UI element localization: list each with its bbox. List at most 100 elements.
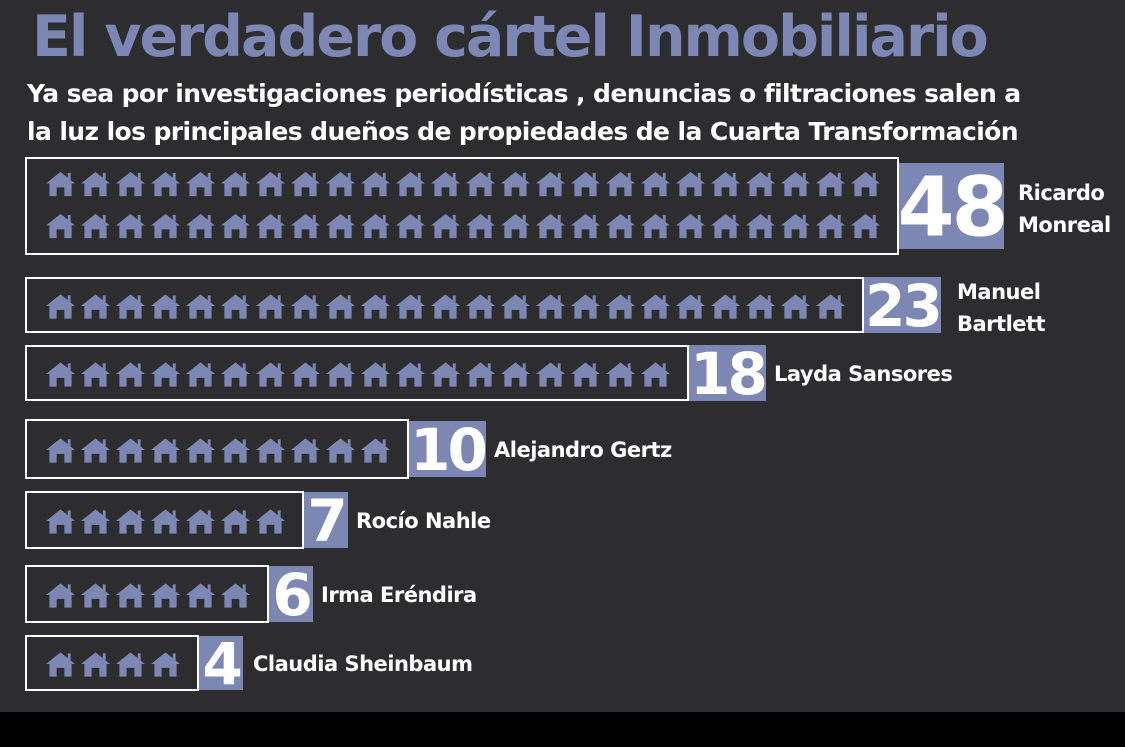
house-icon — [571, 294, 600, 319]
house-icon — [606, 294, 635, 319]
category-label: Rocío Nahle — [356, 509, 491, 533]
house-icon — [81, 213, 110, 239]
house-icon — [116, 213, 145, 239]
house-icon — [256, 213, 285, 239]
value-label: 23 — [865, 272, 940, 340]
house-icon — [186, 171, 215, 197]
house-icon — [781, 294, 810, 319]
house-icon — [361, 438, 390, 463]
house-icon — [221, 294, 250, 319]
house-icon — [431, 213, 460, 239]
house-icon — [151, 213, 180, 239]
category-label: Layda Sansores — [774, 362, 952, 386]
house-icon — [186, 362, 215, 387]
house-icon — [151, 362, 180, 387]
house-icon — [186, 583, 215, 608]
bar-frame — [25, 345, 689, 401]
chart-title: El verdadero cártel Inmobiliario — [32, 4, 989, 70]
house-icon — [256, 362, 285, 387]
bar-row-4: 7 Rocío Nahle — [25, 487, 491, 555]
house-icon — [81, 362, 110, 387]
house-icon — [536, 213, 565, 239]
house-icon — [361, 171, 390, 197]
house-icon — [501, 171, 530, 197]
house-icon — [151, 652, 180, 677]
house-icon — [501, 294, 530, 319]
house-icon — [256, 171, 285, 197]
house-icon — [116, 362, 145, 387]
category-label: Monreal — [1018, 213, 1111, 237]
house-icon — [711, 213, 740, 239]
house-icon — [326, 294, 355, 319]
bar-frame — [25, 277, 864, 333]
category-label: Ricardo — [1018, 181, 1104, 205]
category-label: Alejandro Gertz — [494, 438, 672, 462]
value-badge — [689, 345, 766, 401]
value-label: 18 — [690, 340, 765, 408]
house-icon — [291, 294, 320, 319]
house-icon — [221, 583, 250, 608]
house-icon — [641, 294, 670, 319]
value-badge — [304, 492, 348, 548]
house-icon — [746, 213, 775, 239]
house-icon — [116, 509, 145, 534]
house-icon — [396, 213, 425, 239]
house-icon — [536, 294, 565, 319]
house-icon — [361, 213, 390, 239]
value-badge — [864, 277, 941, 333]
house-icon — [431, 362, 460, 387]
house-icon — [221, 509, 250, 534]
house-icon — [396, 294, 425, 319]
house-icon — [396, 362, 425, 387]
bar-frame — [25, 565, 269, 623]
house-icon — [571, 213, 600, 239]
house-icon — [676, 213, 705, 239]
category-label: Manuel — [957, 280, 1040, 304]
house-icon — [186, 509, 215, 534]
bar-row-6: 4 Claudia Sheinbaum — [25, 630, 473, 698]
infographic-panel: El verdadero cártel Inmobiliario Ya sea … — [0, 0, 1125, 712]
house-icon — [746, 171, 775, 197]
house-icon — [466, 362, 495, 387]
bottom-black-bar — [0, 712, 1125, 747]
bar-frame — [25, 157, 899, 255]
house-icon — [431, 294, 460, 319]
bar-row-3: 10 Alejandro Gertz — [25, 416, 673, 484]
house-icon — [46, 509, 75, 534]
house-icon — [606, 171, 635, 197]
house-icon — [326, 171, 355, 197]
house-icon — [151, 509, 180, 534]
bar-frame — [25, 491, 304, 549]
house-icon — [816, 294, 845, 319]
bar-frame — [25, 635, 199, 691]
house-icon — [116, 438, 145, 463]
house-icon — [711, 294, 740, 319]
house-icon — [151, 583, 180, 608]
house-icon — [431, 171, 460, 197]
category-label: Bartlett — [957, 312, 1046, 336]
house-icon — [571, 171, 600, 197]
house-icon — [46, 171, 75, 197]
category-label: Irma Eréndira — [321, 583, 477, 607]
house-icon — [571, 362, 600, 387]
house-icon — [221, 171, 250, 197]
house-icon — [81, 583, 110, 608]
house-icon — [291, 171, 320, 197]
house-icon — [326, 438, 355, 463]
house-icon — [781, 213, 810, 239]
house-icon — [781, 171, 810, 197]
value-badge — [199, 636, 243, 690]
house-icon — [746, 294, 775, 319]
house-icon — [851, 171, 880, 197]
house-icon — [46, 652, 75, 677]
value-label: 7 — [307, 487, 344, 555]
house-icon — [221, 438, 250, 463]
house-icon — [151, 294, 180, 319]
house-icon — [816, 171, 845, 197]
house-icon — [116, 583, 145, 608]
house-icon — [46, 438, 75, 463]
house-icon — [711, 171, 740, 197]
chart-subtitle-line-2: la luz los principales dueños de propied… — [27, 117, 1019, 146]
house-icon — [641, 171, 670, 197]
bar-row-2: 18 Layda Sansores — [25, 340, 953, 408]
